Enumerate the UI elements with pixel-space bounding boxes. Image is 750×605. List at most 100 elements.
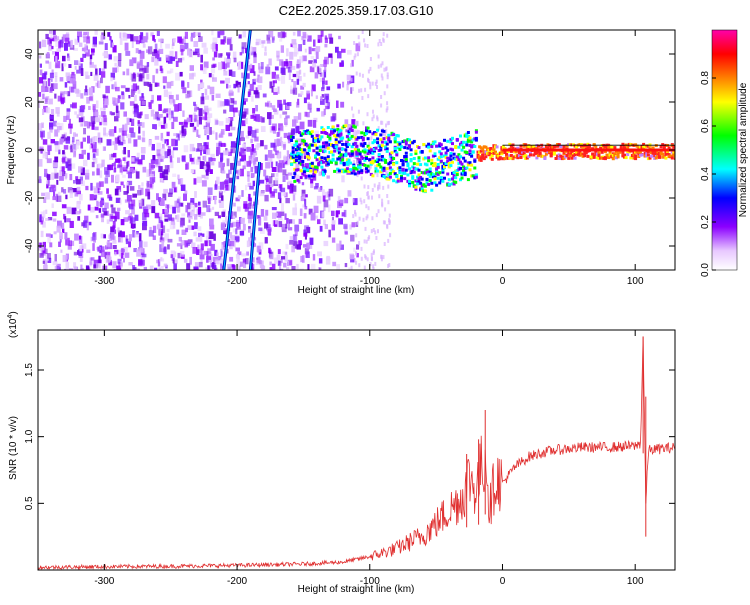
heatmap-cell [172, 147, 178, 151]
heatmap-cell [661, 155, 665, 159]
heatmap-cell [242, 31, 246, 38]
heatmap-cell [433, 162, 437, 165]
heatmap-cell [312, 149, 316, 153]
heatmap-cell [121, 91, 124, 96]
heatmap-cell [142, 220, 148, 226]
heatmap-cell [302, 193, 306, 198]
heatmap-cell [39, 253, 44, 258]
heatmap-cell [361, 157, 365, 160]
heatmap-cell [637, 146, 641, 150]
heatmap-cell [112, 221, 116, 229]
heatmap-cell [489, 156, 493, 160]
heatmap-cell [293, 81, 297, 88]
heatmap-cell [659, 150, 663, 154]
heatmap-cell [251, 144, 254, 152]
heatmap-cell [294, 131, 298, 136]
heatmap-cell [123, 184, 126, 188]
heatmap-cell [380, 129, 384, 133]
heatmap-cell [120, 102, 125, 110]
heatmap-cell [379, 138, 383, 142]
heatmap-cell [562, 145, 566, 149]
heatmap-cell [214, 211, 220, 216]
heatmap-cell [302, 171, 307, 177]
heatmap-cell [310, 89, 313, 97]
heatmap-cell [314, 130, 319, 136]
heatmap-cell [169, 68, 174, 73]
heatmap-cell [322, 128, 325, 132]
heatmap-cell [537, 154, 540, 158]
heatmap-cell [76, 201, 81, 209]
heatmap-cell [131, 206, 135, 215]
heatmap-cell [358, 152, 362, 156]
heatmap-cell [300, 85, 305, 90]
heatmap-cell [157, 259, 161, 267]
heatmap-cell [354, 212, 357, 217]
heatmap-cell [552, 145, 556, 149]
heatmap-cell [148, 169, 152, 177]
heatmap-cell [325, 132, 329, 135]
heatmap-cell [318, 171, 324, 176]
heatmap-cell [272, 220, 276, 227]
heatmap-cell [242, 165, 246, 170]
heatmap-cell [296, 78, 300, 85]
heatmap-cell [197, 53, 200, 58]
heatmap-cell [215, 257, 221, 261]
heatmap-cell [490, 157, 494, 161]
heatmap-cell [346, 74, 352, 81]
heatmap-cell [160, 233, 163, 240]
heatmap-cell [396, 141, 400, 145]
heatmap-cell [306, 131, 310, 134]
heatmap-cell [365, 157, 368, 160]
heatmap-cell [299, 159, 303, 163]
heatmap-cell [364, 87, 367, 92]
heatmap-cell [233, 57, 237, 63]
heatmap-cell [41, 85, 46, 93]
heatmap-cell [193, 231, 197, 237]
heatmap-cell [207, 85, 211, 89]
heatmap-cell [567, 151, 571, 155]
heatmap-cell [293, 179, 297, 183]
heatmap-cell [119, 137, 122, 141]
heatmap-cell [73, 151, 76, 158]
heatmap-cell [225, 184, 230, 191]
heatmap-cell [347, 132, 351, 136]
heatmap-cell [58, 241, 61, 247]
heatmap-cell [130, 132, 136, 138]
heatmap-cell [380, 155, 384, 158]
heatmap-cell [342, 162, 346, 166]
heatmap-cell [358, 88, 361, 93]
heatmap-cell [572, 154, 575, 158]
heatmap-cell [479, 149, 483, 153]
heatmap-cell [462, 145, 466, 149]
heatmap-cell [146, 49, 150, 53]
heatmap-cell [114, 137, 119, 144]
heatmap-cell [117, 60, 122, 67]
heatmap-cell [356, 120, 359, 127]
heatmap-cell [541, 155, 545, 159]
heatmap-cell [560, 155, 564, 159]
heatmap-cell [289, 51, 294, 60]
heatmap-cell [603, 144, 607, 148]
heatmap-cell [55, 122, 60, 126]
heatmap-cell [200, 235, 203, 242]
heatmap-cell [444, 146, 448, 150]
heatmap-cell [69, 190, 73, 198]
heatmap-cell [142, 137, 146, 143]
heatmap-cell [433, 177, 437, 181]
heatmap-cell [228, 169, 232, 175]
heatmap-cell [341, 147, 345, 151]
heatmap-cell [293, 241, 298, 249]
heatmap-cell [388, 166, 392, 170]
heatmap-cell [202, 66, 207, 74]
heatmap-cell [638, 153, 642, 157]
heatmap-cell [61, 134, 66, 142]
heatmap-cell [420, 150, 424, 153]
heatmap-cell [247, 182, 252, 187]
heatmap-cell [427, 156, 431, 160]
heatmap-cell [304, 111, 308, 117]
heatmap-cell [174, 104, 179, 112]
heatmap-cell [278, 77, 281, 82]
heatmap-cell [243, 98, 248, 102]
heatmap-cell [109, 256, 112, 262]
heatmap-cell [93, 194, 98, 199]
